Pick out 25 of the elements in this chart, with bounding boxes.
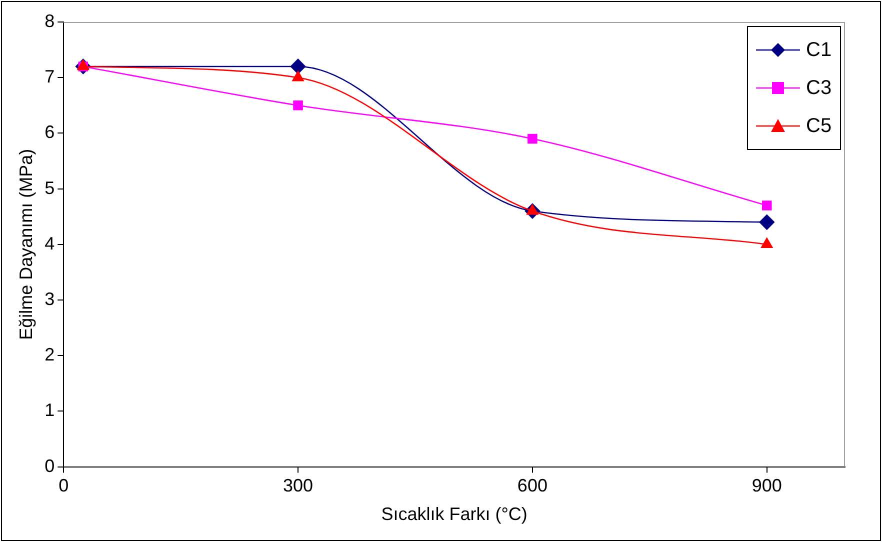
y-axis-title: Eğilme Dayanımı (MPa) (16, 148, 36, 340)
legend-label: C3 (806, 76, 832, 100)
x-tick-label: 300 (283, 476, 314, 496)
x-tick-label: 600 (517, 476, 548, 496)
point (528, 134, 538, 144)
y-tick-label: 6 (44, 122, 55, 142)
y-tick-label: 7 (44, 66, 55, 87)
y-tick-label: 5 (44, 178, 55, 198)
legend-label: C1 (806, 38, 832, 62)
y-tick-label: 4 (44, 233, 55, 254)
point (761, 238, 773, 248)
x-axis-title: Sıcaklık Farkı (°C) (381, 504, 528, 524)
y-tick-label: 3 (44, 288, 55, 309)
point (762, 200, 772, 210)
point (290, 58, 306, 74)
y-tick-label: 2 (44, 344, 55, 365)
x-tick-label: 900 (752, 476, 782, 496)
y-tick-label: 1 (44, 400, 55, 420)
point (293, 100, 303, 110)
point (759, 214, 775, 230)
y-tick-label: 0 (44, 456, 55, 476)
y-tick-label: 8 (44, 10, 55, 31)
legend-label: C5 (806, 114, 832, 138)
x-tick-label: 0 (58, 476, 69, 496)
point (292, 70, 304, 82)
